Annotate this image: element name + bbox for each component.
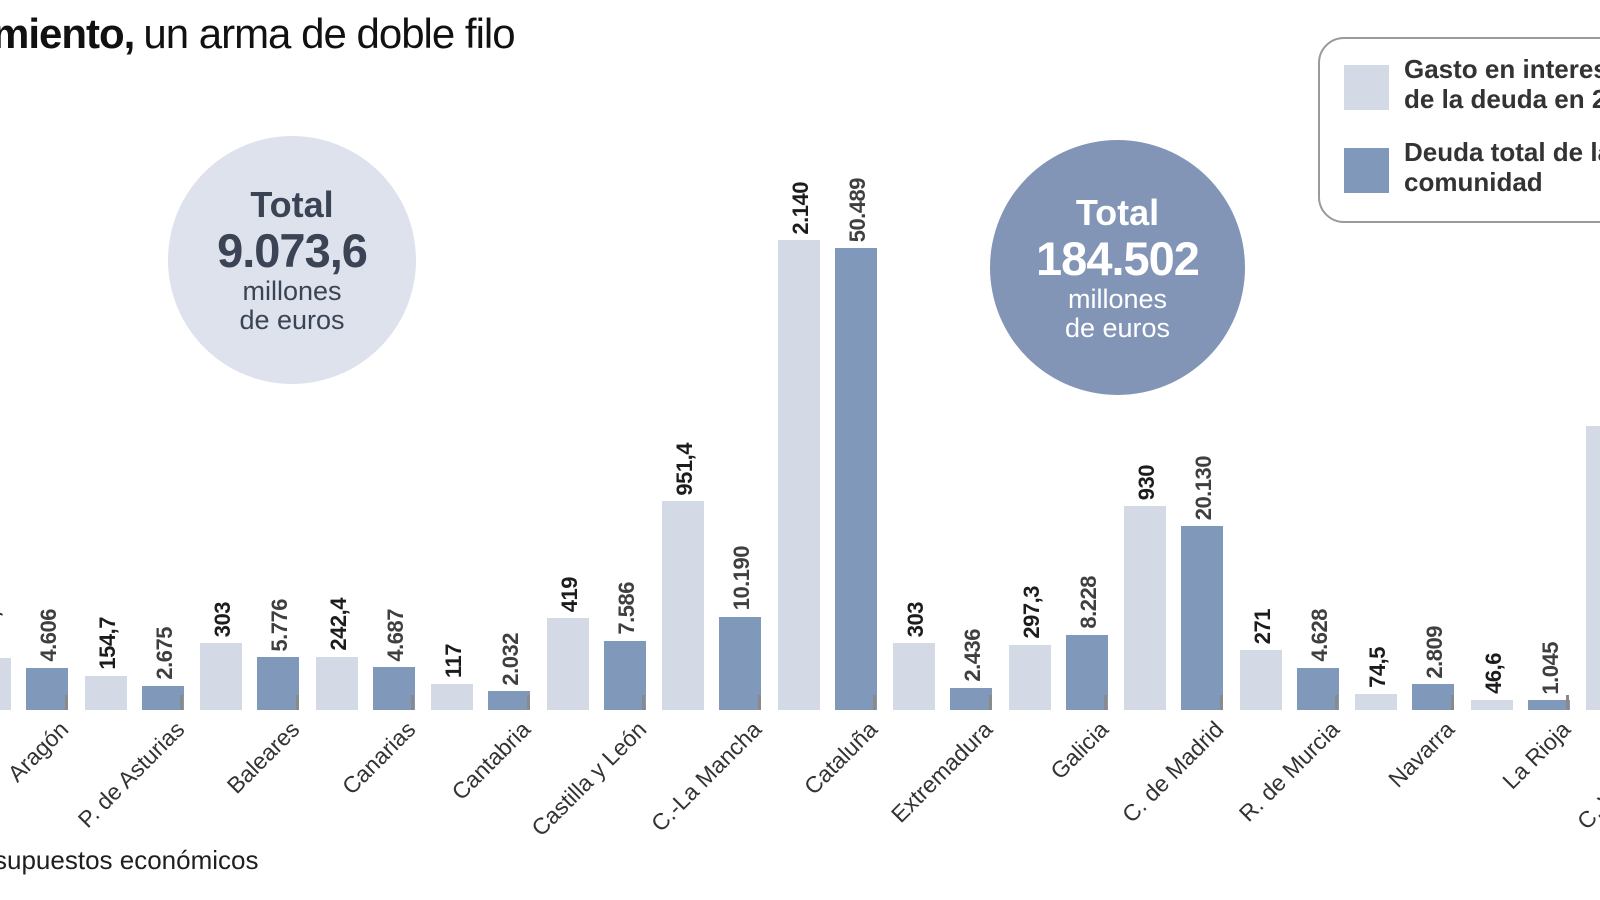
value-label-interest-4: 117	[441, 644, 466, 679]
value-label-interest-11: 271	[1249, 609, 1275, 645]
bar-debt-10	[1181, 525, 1223, 710]
bar-interest-6	[662, 501, 704, 710]
total-bubble-debt-unit2: de euros	[1064, 312, 1171, 343]
value-label-debt-13: 1.045	[1537, 641, 1563, 695]
total-bubble-debt: Total 184.502 millones de euros	[990, 140, 1245, 395]
legend-label-interest-line2: de la deuda en 2013	[1404, 84, 1600, 114]
total-bubble-debt-unit1: millones	[1067, 283, 1168, 314]
total-bubble-interest-title: Total	[250, 184, 334, 225]
bar-debt-2	[257, 657, 299, 710]
bar-interest-14	[1586, 426, 1600, 710]
chart-title-regular-fragment: un arma de doble filo	[143, 10, 515, 57]
value-label-interest-13: 46,6	[1480, 652, 1506, 694]
value-label-interest-3: 242,4	[325, 598, 351, 651]
bar-interest-1	[84, 676, 127, 710]
axis-tick-7	[757, 695, 761, 710]
legend-label-debt-line1: Deuda total de la	[1404, 137, 1600, 167]
bar-interest-4	[431, 684, 473, 710]
axis-tick-1	[64, 695, 68, 710]
bar-interest-3	[315, 656, 358, 710]
bar-debt-5	[603, 640, 646, 710]
value-label-debt-11: 4.628	[1306, 609, 1332, 662]
legend-label-interest-line1: Gasto en intereses	[1404, 54, 1600, 84]
value-label-debt-2: 5.776	[267, 598, 292, 652]
value-label-interest-14: 1.292	[1596, 367, 1600, 421]
total-bubble-debt-value: 184.502	[1036, 231, 1200, 285]
axis-tick-12	[1335, 695, 1338, 710]
bar-interest-12	[1355, 693, 1397, 710]
value-label-interest-5: 419	[556, 576, 582, 612]
value-label-interest-12: 74,5	[1365, 646, 1390, 688]
value-label-interest-6: 951,4	[672, 442, 697, 496]
value-label-debt-9: 8.228	[1075, 576, 1101, 629]
value-label-debt-1: 2.675	[151, 626, 177, 680]
legend-label-interest: Gasto en intereses de la deuda en 2013	[1404, 54, 1600, 114]
value-label-interest-2: 303	[210, 602, 235, 638]
legend-label-debt: Deuda total de la comunidad	[1404, 137, 1600, 197]
bar-debt-9	[1065, 634, 1108, 710]
bar-debt-11	[1296, 667, 1339, 710]
source-text-fragment: supuestos económicos	[0, 845, 259, 875]
axis-tick-11	[1219, 695, 1223, 710]
bar-interest-10	[1124, 505, 1166, 710]
total-bubble-debt-title: Total	[1075, 191, 1160, 233]
total-bubble-interest-unit2: de euros	[239, 305, 345, 335]
value-label-debt-3: 4.687	[382, 608, 408, 662]
bar-interest-8	[893, 643, 935, 710]
axis-tick-4	[411, 695, 414, 710]
total-bubble-interest-unit1: millones	[242, 276, 342, 306]
value-label-debt-8: 2.436	[960, 629, 985, 682]
legend-label-debt-line2: comunidad	[1404, 167, 1543, 197]
axis-tick-14	[1566, 695, 1569, 710]
value-label-debt-12: 2.809	[1422, 625, 1447, 679]
chart-title: miento, un arma de doble filo	[0, 10, 516, 58]
bar-interest-7	[777, 240, 820, 710]
value-label-interest-8: 303	[903, 602, 928, 638]
legend-swatch-debt	[1344, 148, 1389, 193]
bar-debt-13	[1527, 700, 1570, 710]
value-label-debt-4: 2.032	[498, 632, 523, 686]
axis-tick-2	[180, 695, 183, 710]
chart-title-bold-fragment: miento,	[0, 10, 135, 57]
axis-tick-6	[642, 695, 645, 710]
value-label-interest-7: 2.140	[787, 181, 813, 235]
bar-debt-12	[1412, 684, 1454, 710]
value-label-interest-0: 236,3	[0, 599, 4, 653]
value-label-interest-10: 930	[1134, 464, 1159, 500]
bar-interest-11	[1239, 650, 1282, 710]
legend-swatch-interest	[1344, 65, 1389, 110]
axis-tick-5	[526, 695, 530, 710]
value-label-interest-1: 154,7	[94, 617, 120, 671]
value-label-debt-10: 20.130	[1191, 455, 1216, 520]
axis-tick-9	[988, 695, 992, 710]
axis-tick-3	[295, 695, 299, 710]
total-bubble-interest-value: 9.073,6	[217, 224, 368, 277]
axis-tick-10	[1104, 695, 1107, 710]
bar-interest-5	[546, 617, 589, 710]
value-label-debt-5: 7.586	[613, 582, 639, 635]
legend-box: Gasto en intereses de la deuda en 2013 D…	[1318, 37, 1600, 223]
bar-interest-2	[200, 643, 242, 710]
value-label-debt-6: 10.190	[729, 546, 754, 611]
axis-tick-13	[1450, 695, 1454, 710]
bar-debt-3	[372, 667, 415, 710]
bar-debt-4	[488, 691, 530, 710]
bar-debt-8	[950, 687, 992, 710]
axis-tick-8	[873, 695, 876, 710]
total-bubble-interest: Total 9.073,6 millones de euros	[168, 136, 416, 384]
bar-interest-0	[0, 658, 11, 710]
bar-interest-9	[1008, 644, 1051, 710]
bar-debt-0	[26, 667, 68, 710]
value-label-debt-7: 50.489	[844, 177, 870, 243]
value-label-debt-0: 4.606	[36, 609, 61, 662]
bar-debt-7	[834, 248, 877, 710]
value-label-interest-9: 297,3	[1018, 586, 1044, 639]
bar-debt-1	[141, 685, 184, 710]
bar-debt-6	[719, 616, 761, 710]
bar-interest-13	[1470, 699, 1513, 710]
